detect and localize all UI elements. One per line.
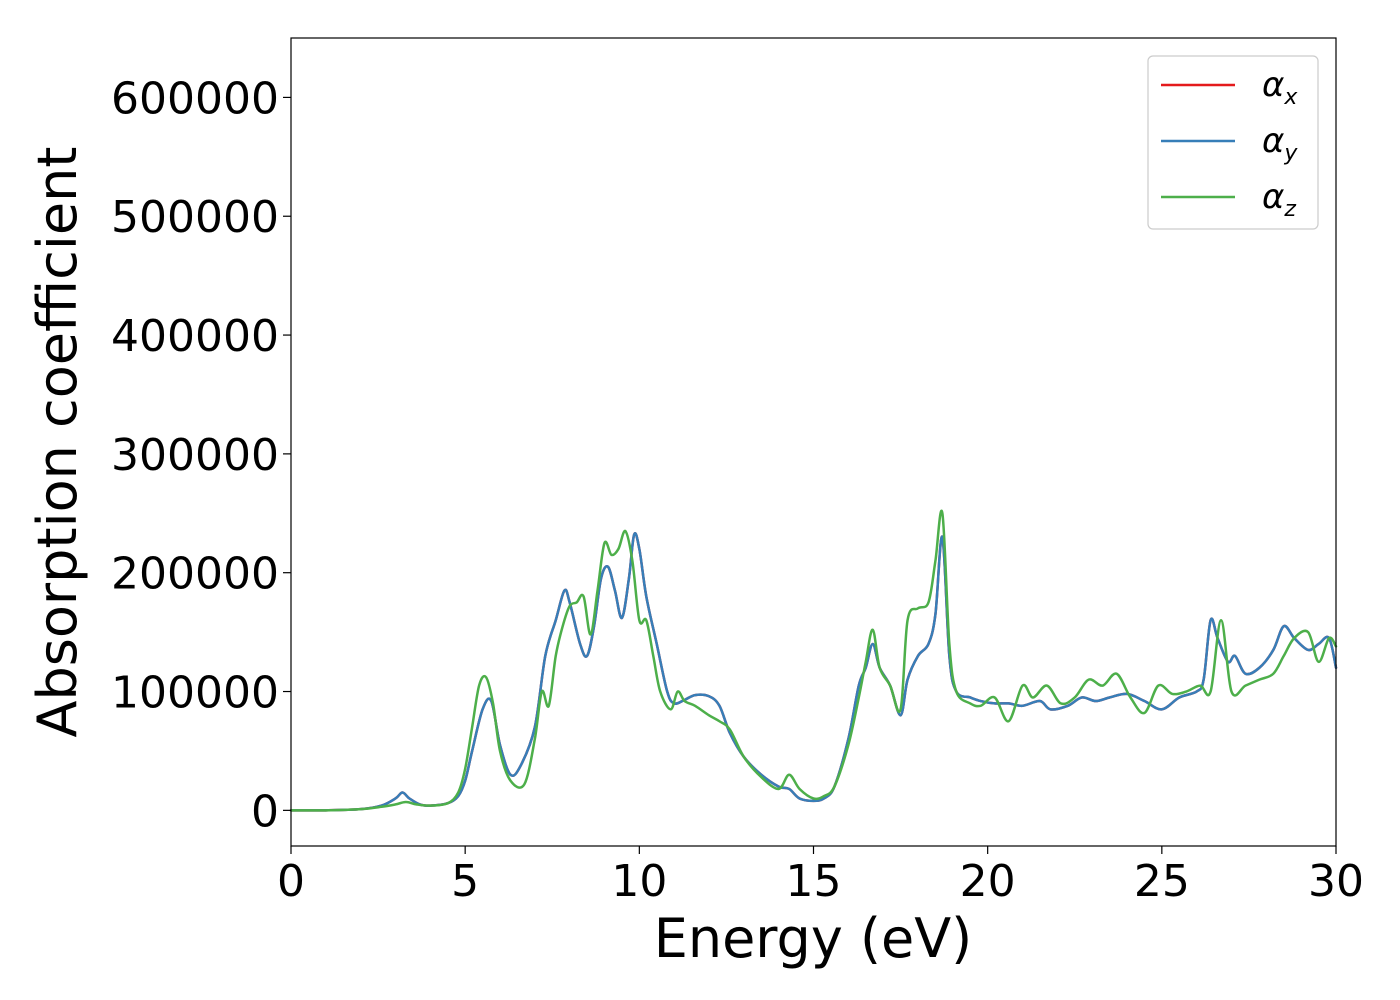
y-tick-label: 0 [251, 786, 279, 837]
x-tick-label: 20 [960, 856, 1016, 907]
series-line-alpha-y [289, 532, 1338, 812]
x-axis-ticks: 0 5 10 15 20 25 30 [277, 846, 1364, 907]
x-axis-title: Energy (eV) [654, 907, 973, 970]
y-tick-label: 200000 [111, 549, 279, 600]
y-axis-ticks: 0 100000 200000 300000 400000 500000 600000 [111, 73, 291, 837]
y-tick-label: 300000 [111, 430, 279, 481]
x-tick-label: 25 [1134, 856, 1190, 907]
y-tick-label: 400000 [111, 311, 279, 362]
y-tick-label: 600000 [111, 73, 279, 124]
x-tick-label: 0 [277, 856, 305, 907]
series-layer [289, 509, 1338, 812]
legend-label-alpha-z: αz [1262, 177, 1296, 222]
x-tick-label: 30 [1308, 856, 1364, 907]
series-line-alpha-z [289, 509, 1338, 812]
legend-label-alpha-y: αy [1262, 121, 1298, 166]
legend-label-alpha-x: αx [1262, 65, 1298, 110]
x-tick-label: 15 [786, 856, 842, 907]
y-tick-label: 500000 [111, 192, 279, 243]
y-tick-label: 100000 [111, 668, 279, 719]
x-tick-label: 5 [451, 856, 479, 907]
y-axis-title: Absorption coefficient [26, 147, 89, 738]
x-tick-label: 10 [611, 856, 667, 907]
legend: αx αy αz [1147, 55, 1319, 230]
legend-box [1147, 55, 1319, 230]
